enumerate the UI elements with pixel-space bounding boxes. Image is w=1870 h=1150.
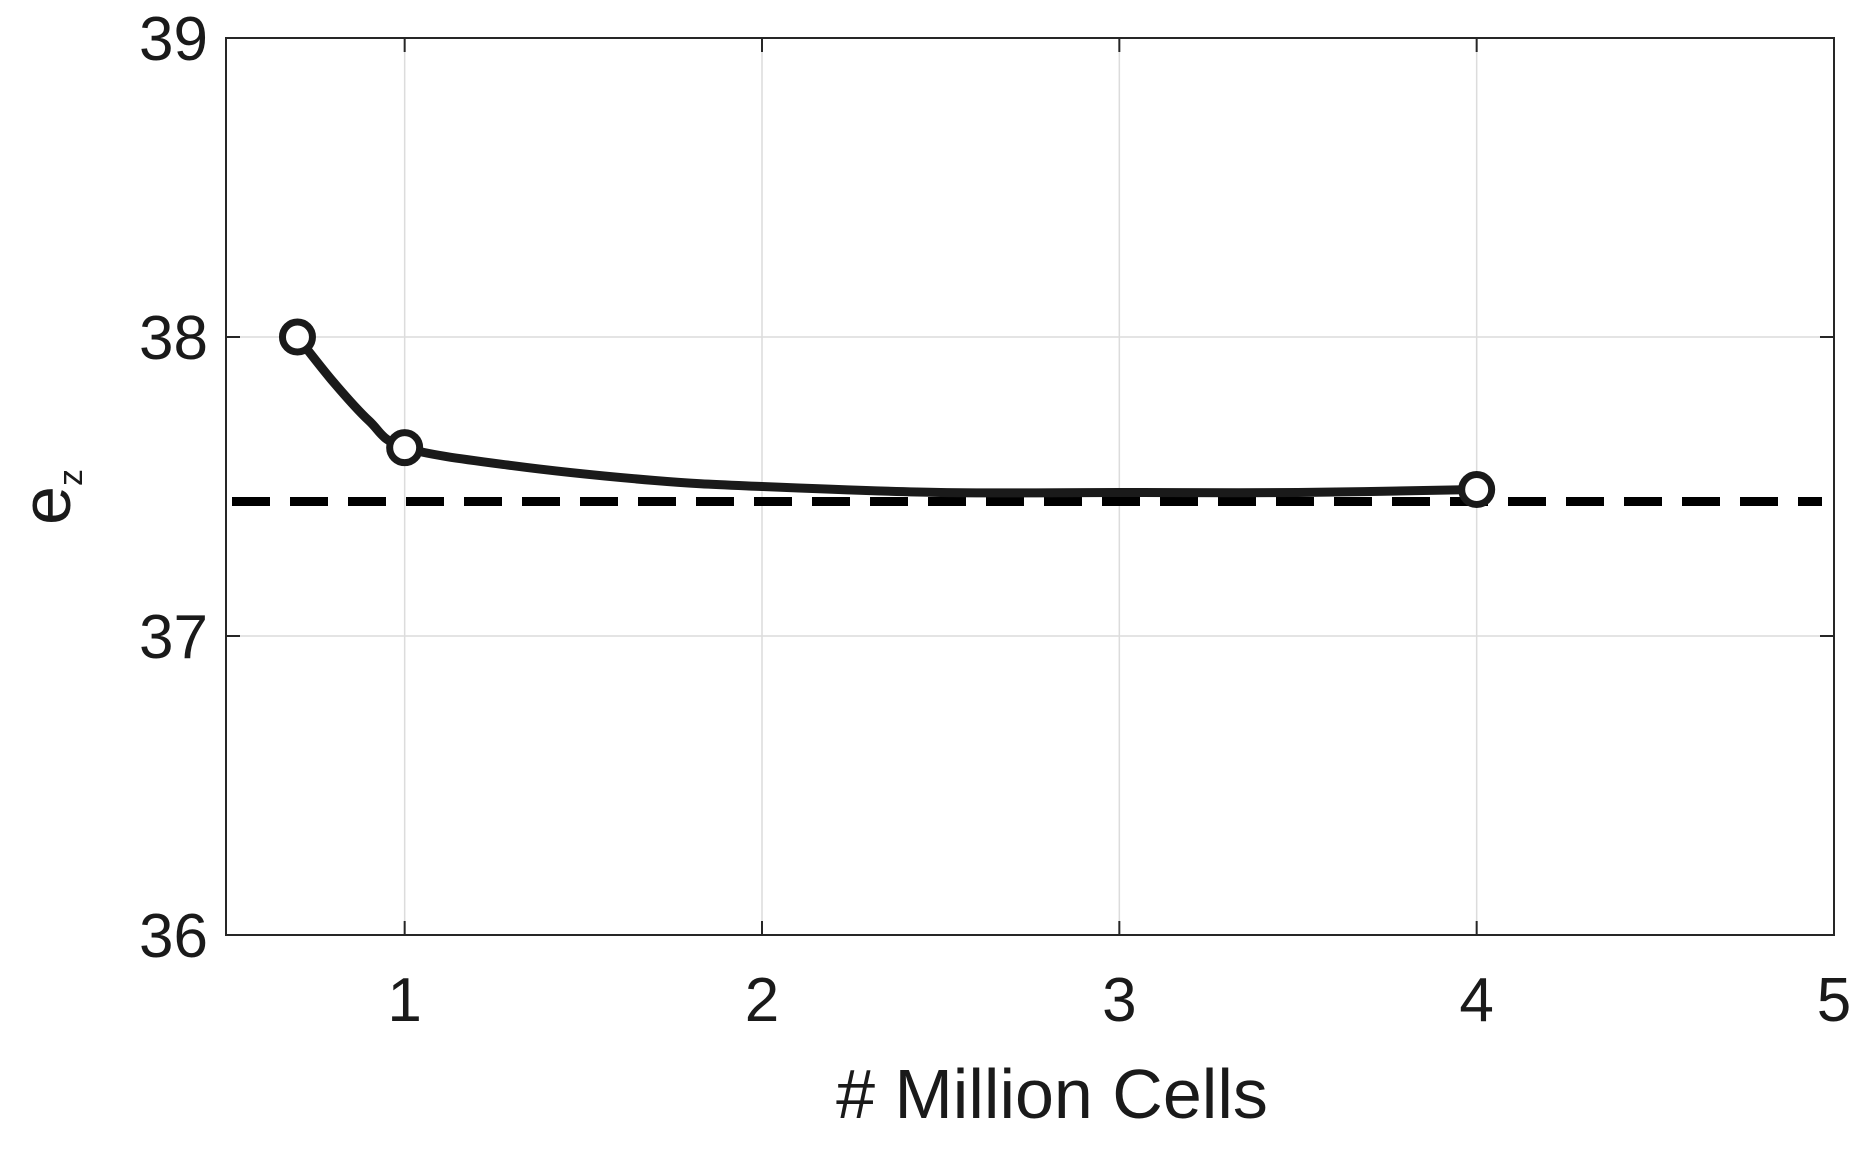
y-tick-label: 39 (139, 5, 208, 74)
x-tick-label: 4 (1459, 966, 1493, 1035)
x-tick-label: 1 (387, 966, 421, 1035)
plot-frame (225, 37, 1835, 936)
data-point-marker (386, 429, 424, 467)
axes (225, 37, 1835, 936)
grid-lines (226, 38, 1834, 935)
tick-labels: 1 2 3 4 5 36 37 38 39 (139, 5, 1851, 1035)
x-tick-label: 3 (1102, 966, 1136, 1035)
y-tick-label: 37 (139, 603, 208, 672)
convergence-line (292, 332, 1482, 498)
y-axis-title-subscript: z (52, 469, 90, 486)
data-point-marker (278, 318, 316, 356)
x-axis-title: # Million Cells (836, 1055, 1268, 1133)
x-tick-label: 5 (1817, 966, 1851, 1035)
data-series (232, 318, 1822, 508)
y-axis-title: ez (7, 469, 90, 525)
y-axis-title-main: e (7, 486, 85, 525)
data-point-marker (1458, 470, 1496, 508)
x-tick-label: 2 (745, 966, 779, 1035)
y-tick-label: 36 (139, 902, 208, 971)
y-tick-label: 38 (139, 304, 208, 373)
